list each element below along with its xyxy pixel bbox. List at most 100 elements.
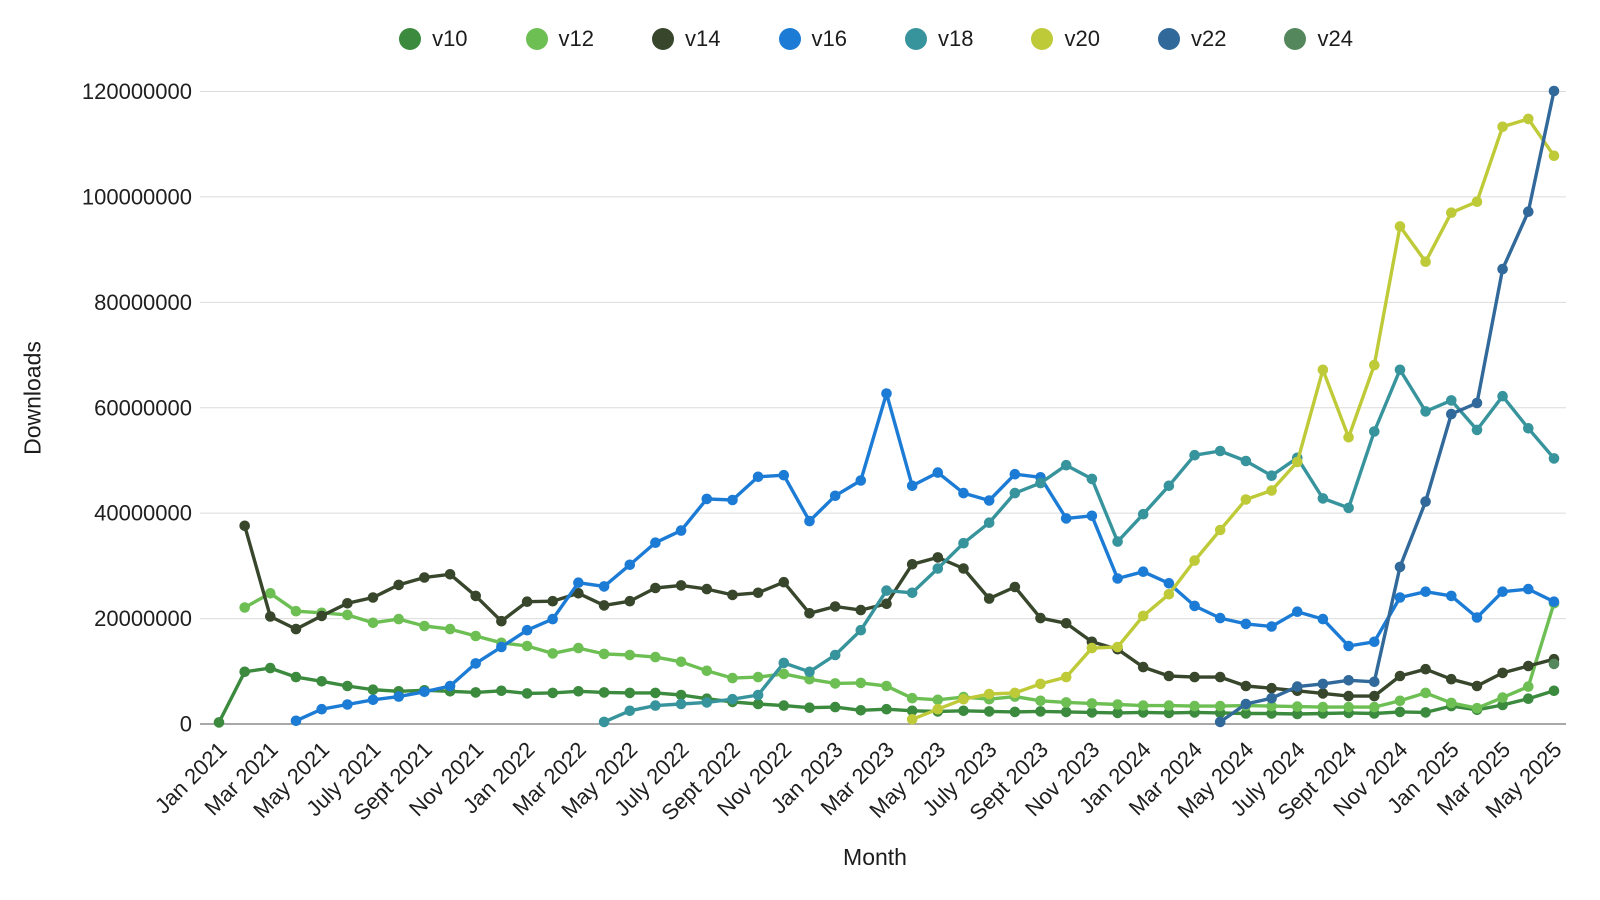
data-point-v10 <box>1420 707 1431 718</box>
data-point-v10 <box>598 687 610 698</box>
data-point-v16 <box>547 613 558 625</box>
data-point-v20 <box>1163 589 1175 600</box>
data-point-v16 <box>958 487 969 499</box>
data-point-v16 <box>1446 590 1457 602</box>
data-point-v10 <box>470 687 482 698</box>
data-point-v16 <box>598 581 610 592</box>
data-point-v14 <box>650 582 661 594</box>
data-point-v12 <box>1035 695 1046 707</box>
series-v12 <box>239 588 1560 714</box>
data-point-v16 <box>393 691 405 702</box>
legend-dot-v16 <box>778 28 801 50</box>
data-point-v12 <box>778 668 790 680</box>
data-point-v16 <box>419 686 430 698</box>
data-point-v16 <box>290 715 302 727</box>
data-point-v18 <box>624 705 636 717</box>
data-point-v16 <box>932 467 944 478</box>
data-point-v10 <box>675 689 687 701</box>
data-point-v12 <box>1060 697 1072 708</box>
data-point-v12 <box>393 613 405 625</box>
data-point-v12 <box>752 671 764 683</box>
data-point-v10 <box>1163 707 1175 719</box>
data-point-v12 <box>1343 701 1354 713</box>
data-point-v14 <box>496 615 507 627</box>
data-point-v16 <box>1548 596 1560 607</box>
y-tick-label: 40000000 <box>94 501 192 526</box>
data-point-v18 <box>983 517 995 528</box>
data-point-v10 <box>496 685 507 697</box>
data-point-v18 <box>906 587 918 599</box>
data-point-v18 <box>778 657 790 669</box>
data-point-v16 <box>778 469 790 481</box>
data-point-v16 <box>1137 566 1149 577</box>
legend-item-v18: v18 <box>905 26 973 52</box>
data-point-v10 <box>1240 708 1252 719</box>
data-point-v18 <box>675 698 687 710</box>
data-point-v14 <box>393 579 405 591</box>
data-point-v16 <box>1009 468 1021 480</box>
data-point-v20 <box>906 714 918 725</box>
y-tick-label: 80000000 <box>94 290 192 315</box>
legend-dot-v20 <box>1031 28 1054 50</box>
data-point-v18 <box>1163 480 1175 492</box>
data-point-v14 <box>444 569 456 580</box>
data-point-v10 <box>367 684 379 695</box>
data-point-v10 <box>342 680 353 692</box>
data-point-v12 <box>598 648 610 660</box>
data-point-v20 <box>1420 256 1431 268</box>
data-point-v16 <box>650 537 661 548</box>
data-point-v20 <box>932 703 944 715</box>
data-point-v14 <box>573 588 584 599</box>
data-point-v10 <box>1086 707 1098 718</box>
series-v18 <box>598 364 1560 728</box>
data-point-v12 <box>675 656 687 668</box>
data-point-v18 <box>932 563 944 574</box>
data-point-v14 <box>342 598 353 609</box>
series-v14-line <box>242 524 1556 698</box>
data-point-v12 <box>701 665 713 677</box>
data-point-v16 <box>804 515 815 527</box>
data-point-v16 <box>829 490 841 502</box>
data-point-v12 <box>1266 700 1277 712</box>
legend-item-v12: v12 <box>525 26 594 52</box>
legend-label-v18: v18 <box>938 26 974 51</box>
data-point-v12 <box>804 673 815 685</box>
data-point-v14 <box>1240 680 1252 692</box>
data-point-v20 <box>1086 642 1098 654</box>
data-point-v14 <box>1343 690 1354 702</box>
data-point-v16 <box>470 658 482 669</box>
data-point-v22 <box>1523 206 1534 217</box>
data-point-v16 <box>1189 600 1200 612</box>
data-point-v16 <box>1086 510 1098 522</box>
data-point-v12 <box>419 620 430 632</box>
y-tick-label: 100000000 <box>82 184 192 209</box>
data-point-v22 <box>1317 678 1329 690</box>
data-point-v10 <box>804 702 815 713</box>
data-point-v20 <box>1189 555 1200 566</box>
data-point-v10 <box>1035 706 1046 717</box>
data-point-v22 <box>1420 496 1431 507</box>
legend-label-v10: v10 <box>432 26 468 51</box>
y-axis-title: Downloads <box>19 341 46 455</box>
data-point-v16 <box>1060 513 1072 524</box>
data-point-v10 <box>624 687 636 699</box>
data-point-v12 <box>573 642 584 654</box>
data-point-v20 <box>1343 432 1354 443</box>
data-point-v20 <box>1497 121 1508 133</box>
y-tick-label: 0 <box>180 712 192 737</box>
data-point-v10 <box>650 687 661 699</box>
data-point-v12 <box>521 640 533 652</box>
data-point-v16 <box>573 577 584 588</box>
data-point-v16 <box>983 495 995 506</box>
data-point-v18 <box>1471 424 1483 436</box>
data-point-v18 <box>1420 406 1431 417</box>
data-point-v12 <box>265 588 276 599</box>
data-point-v20 <box>1060 671 1072 683</box>
data-point-v16 <box>624 559 636 571</box>
data-point-v20 <box>1137 610 1149 622</box>
data-point-v22 <box>1548 85 1560 97</box>
data-point-v20 <box>958 693 969 705</box>
data-point-v14 <box>1471 680 1483 692</box>
data-point-v18 <box>1548 453 1560 464</box>
data-point-v18 <box>855 624 867 636</box>
